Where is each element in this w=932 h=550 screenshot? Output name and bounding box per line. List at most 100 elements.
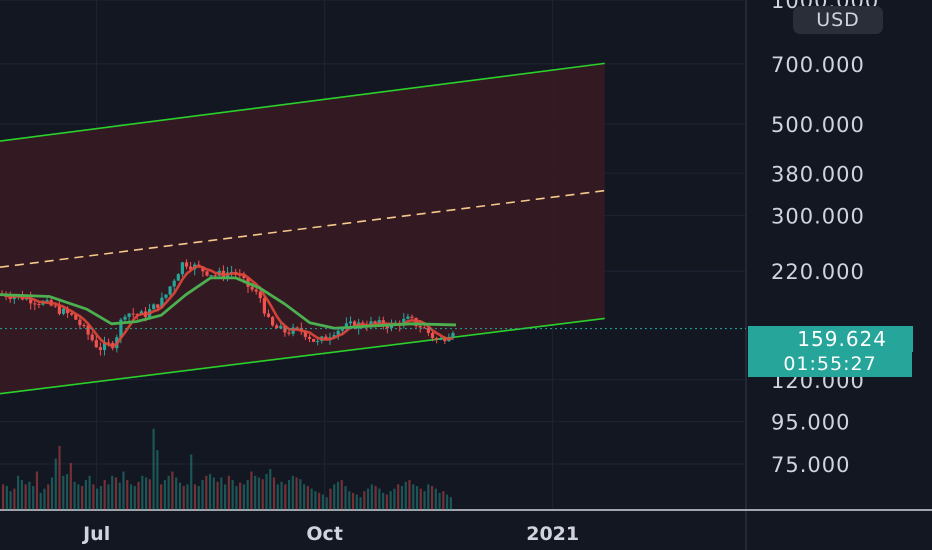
candle-body bbox=[33, 303, 37, 305]
volume-bar bbox=[212, 477, 215, 510]
volume-bar bbox=[329, 488, 332, 510]
volume-bar bbox=[65, 474, 69, 510]
volume-bar bbox=[62, 475, 65, 510]
volume-bar bbox=[419, 488, 422, 510]
candle-body bbox=[443, 338, 447, 342]
volume-bar bbox=[321, 494, 325, 510]
candle-body bbox=[385, 325, 389, 329]
volume-bar bbox=[224, 484, 227, 510]
volume-bar bbox=[408, 480, 411, 510]
candle-body bbox=[418, 326, 422, 328]
volume-bar bbox=[193, 484, 197, 510]
volume-bar bbox=[382, 492, 385, 510]
candle-body bbox=[377, 320, 381, 324]
candle-body bbox=[74, 314, 78, 320]
volume-bar bbox=[2, 484, 5, 510]
candle-body bbox=[160, 297, 164, 308]
volume-bar bbox=[363, 491, 366, 510]
candle-body bbox=[340, 328, 344, 331]
volume-bar bbox=[96, 488, 99, 510]
volume-bar bbox=[355, 494, 358, 510]
channel-lower-line bbox=[0, 317, 605, 395]
volume-bar bbox=[378, 488, 381, 510]
ma-slow-line bbox=[0, 276, 457, 330]
volume-bar bbox=[261, 479, 264, 510]
candle-body bbox=[271, 316, 275, 326]
volume-bar bbox=[306, 486, 309, 510]
candle-body bbox=[430, 332, 435, 339]
time-axis[interactable]: Jul Oct 2021 bbox=[81, 523, 579, 545]
volume-bar bbox=[114, 477, 118, 510]
volume-bar bbox=[92, 484, 95, 510]
volume-bar bbox=[152, 428, 155, 510]
candle-body bbox=[451, 332, 455, 338]
regression-channel[interactable] bbox=[0, 62, 605, 395]
candle-body bbox=[439, 338, 443, 340]
volume-bar bbox=[227, 475, 230, 510]
volume-bar bbox=[141, 475, 144, 510]
volume-bar bbox=[333, 484, 336, 510]
price-tick-label: 500.000 bbox=[771, 113, 865, 137]
volume-bar bbox=[167, 475, 170, 510]
candle-body bbox=[332, 335, 336, 338]
candle-body bbox=[189, 266, 193, 270]
candle-body bbox=[254, 289, 258, 292]
candle-body bbox=[57, 305, 61, 314]
volume-bars bbox=[2, 428, 452, 510]
price-tick-label: 700.000 bbox=[771, 53, 865, 77]
volume-bar bbox=[99, 486, 102, 510]
volume-bar bbox=[397, 484, 400, 510]
volume-bar bbox=[370, 484, 373, 510]
candle-body bbox=[410, 316, 414, 318]
volume-bar bbox=[284, 484, 287, 510]
volume-bar bbox=[295, 477, 298, 510]
volume-bar bbox=[348, 491, 351, 510]
candle-body bbox=[279, 325, 283, 329]
price-tick-label: 75.000 bbox=[771, 453, 850, 477]
candle-body bbox=[156, 304, 160, 308]
time-tick-label: Oct bbox=[306, 523, 343, 545]
ma-fast-line bbox=[1, 264, 454, 348]
volume-bar bbox=[20, 480, 23, 510]
candle-body bbox=[164, 294, 168, 298]
volume-bar bbox=[415, 486, 419, 510]
volume-bar bbox=[220, 477, 223, 510]
candle-body bbox=[435, 338, 439, 340]
candle-body bbox=[123, 316, 127, 320]
candle-body bbox=[37, 304, 41, 306]
currency-button[interactable]: USD bbox=[793, 6, 883, 34]
candle-body bbox=[316, 340, 320, 342]
price-tick-label: 95.000 bbox=[771, 411, 850, 435]
candle-body bbox=[344, 323, 348, 329]
candle-body bbox=[184, 262, 189, 267]
volume-bar bbox=[231, 480, 234, 510]
volume-bar bbox=[84, 480, 87, 510]
volume-bar bbox=[32, 486, 35, 510]
candle-body bbox=[209, 275, 213, 277]
volume-bar bbox=[430, 486, 434, 510]
volume-bar bbox=[250, 471, 253, 510]
volume-bar bbox=[303, 484, 306, 510]
candle-body bbox=[336, 330, 340, 336]
volume-bar bbox=[156, 450, 159, 510]
volume-bar bbox=[175, 477, 178, 510]
volume-bar bbox=[39, 492, 42, 510]
candle-body bbox=[82, 325, 86, 327]
price-axis[interactable]: 1000.000700.000500.000380.000300.000220.… bbox=[771, 0, 879, 477]
time-tick-label: 2021 bbox=[526, 523, 579, 545]
volume-bar bbox=[318, 492, 321, 510]
volume-bar bbox=[265, 474, 268, 510]
volume-bar bbox=[359, 497, 362, 510]
volume-bar bbox=[385, 494, 388, 510]
candle-body bbox=[312, 338, 316, 342]
volume-bar bbox=[171, 471, 174, 510]
volume-bar bbox=[107, 484, 110, 510]
candle-body bbox=[287, 332, 291, 334]
volume-bar bbox=[126, 480, 129, 510]
volume-bar bbox=[291, 475, 294, 510]
candle-body bbox=[180, 262, 184, 275]
volume-bar bbox=[235, 486, 238, 510]
candle-body bbox=[172, 280, 176, 287]
